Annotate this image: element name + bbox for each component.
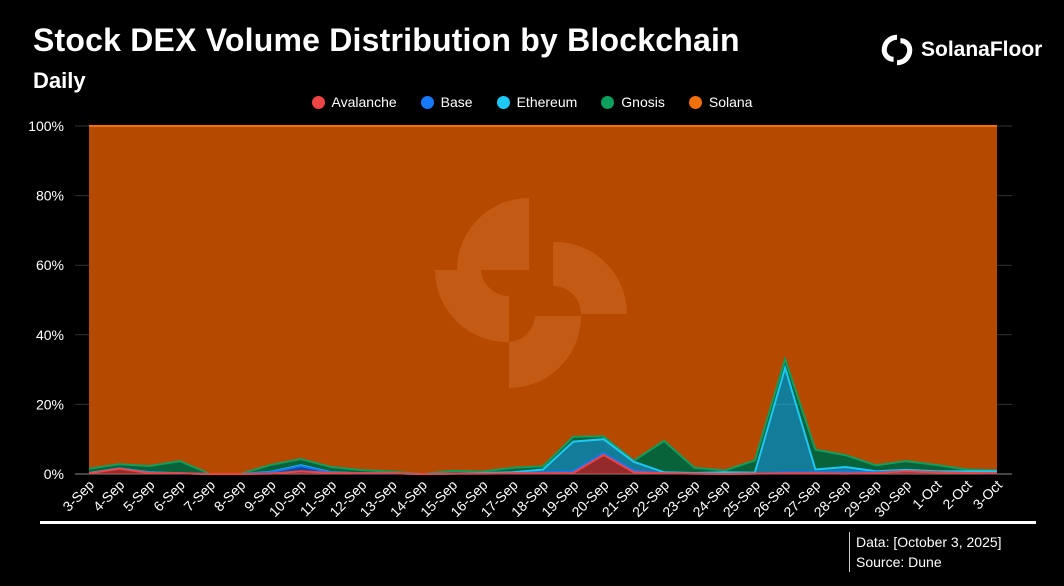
x-axis-ticks: 3-Sep4-Sep5-Sep6-Sep7-Sep8-Sep9-Sep10-Se… — [59, 477, 1005, 520]
y-axis-ticks: 0% 20% 40% 60% 80% 100% — [28, 118, 64, 482]
area-gnosis[interactable] — [89, 359, 997, 474]
y-tick-label: 0% — [44, 466, 64, 482]
area-solana[interactable] — [89, 126, 997, 474]
legend-item-avalanche[interactable]: Avalanche — [311, 94, 397, 110]
solanafloor-logo-icon — [881, 34, 913, 66]
chart-subtitle: Daily — [33, 68, 86, 93]
area-ethereum[interactable] — [89, 367, 997, 474]
legend-item-base[interactable]: Base — [420, 94, 473, 110]
footer-divider — [40, 521, 1036, 524]
watermark-logo — [434, 198, 627, 388]
area-series — [88, 125, 998, 476]
legend-dot-avalanche — [311, 95, 325, 109]
watermark-segment — [434, 270, 509, 343]
x-tick-label: 5-Sep — [120, 477, 158, 515]
legend-dot-base — [420, 95, 434, 109]
brand-name: SolanaFloor — [921, 38, 1043, 61]
x-tick-label: 4-Sep — [90, 477, 128, 515]
x-tick-label: 3-Oct — [970, 477, 1006, 513]
watermark-segment — [553, 241, 627, 314]
footer-notes: Data: [October 3, 2025] Source: Dune — [849, 532, 1002, 572]
legend-dot-gnosis — [601, 95, 615, 109]
legend-item-solana[interactable]: Solana — [688, 94, 753, 110]
x-tick-label: 1-Oct — [909, 477, 945, 513]
legend-item-gnosis[interactable]: Gnosis — [601, 94, 665, 110]
chart-legend: Avalanche Base Ethereum Gnosis Solana — [0, 94, 1064, 110]
legend-label-base: Base — [440, 94, 473, 110]
y-tick-label: 80% — [36, 188, 64, 204]
x-tick-label: 8-Sep — [211, 477, 249, 515]
brand-logo: SolanaFloor — [880, 33, 1042, 67]
y-tick-label: 60% — [36, 257, 64, 273]
y-tick-label: 40% — [36, 327, 64, 343]
chart-title: Stock DEX Volume Distribution by Blockch… — [33, 22, 740, 58]
x-tick-label: 7-Sep — [180, 477, 218, 515]
legend-dot-ethereum — [496, 95, 510, 109]
x-tick-label: 6-Sep — [150, 477, 188, 515]
legend-label-solana: Solana — [708, 94, 753, 110]
data-date-note: Data: [October 3, 2025] — [856, 534, 1002, 550]
y-tick-label: 100% — [28, 118, 64, 134]
x-tick-label: 3-Sep — [59, 477, 97, 515]
y-tick-label: 20% — [36, 396, 64, 412]
legend-label-ethereum: Ethereum — [516, 94, 578, 110]
line-avalanche — [88, 453, 998, 476]
legend-dot-solana — [688, 95, 702, 109]
legend-label-avalanche: Avalanche — [331, 94, 397, 110]
legend-item-ethereum[interactable]: Ethereum — [496, 94, 578, 110]
legend-label-gnosis: Gnosis — [621, 94, 665, 110]
watermark-segment — [457, 198, 529, 270]
x-tick-label: 2-Oct — [939, 477, 975, 513]
watermark-segment — [509, 316, 581, 388]
source-note: Source: Dune — [856, 554, 942, 570]
